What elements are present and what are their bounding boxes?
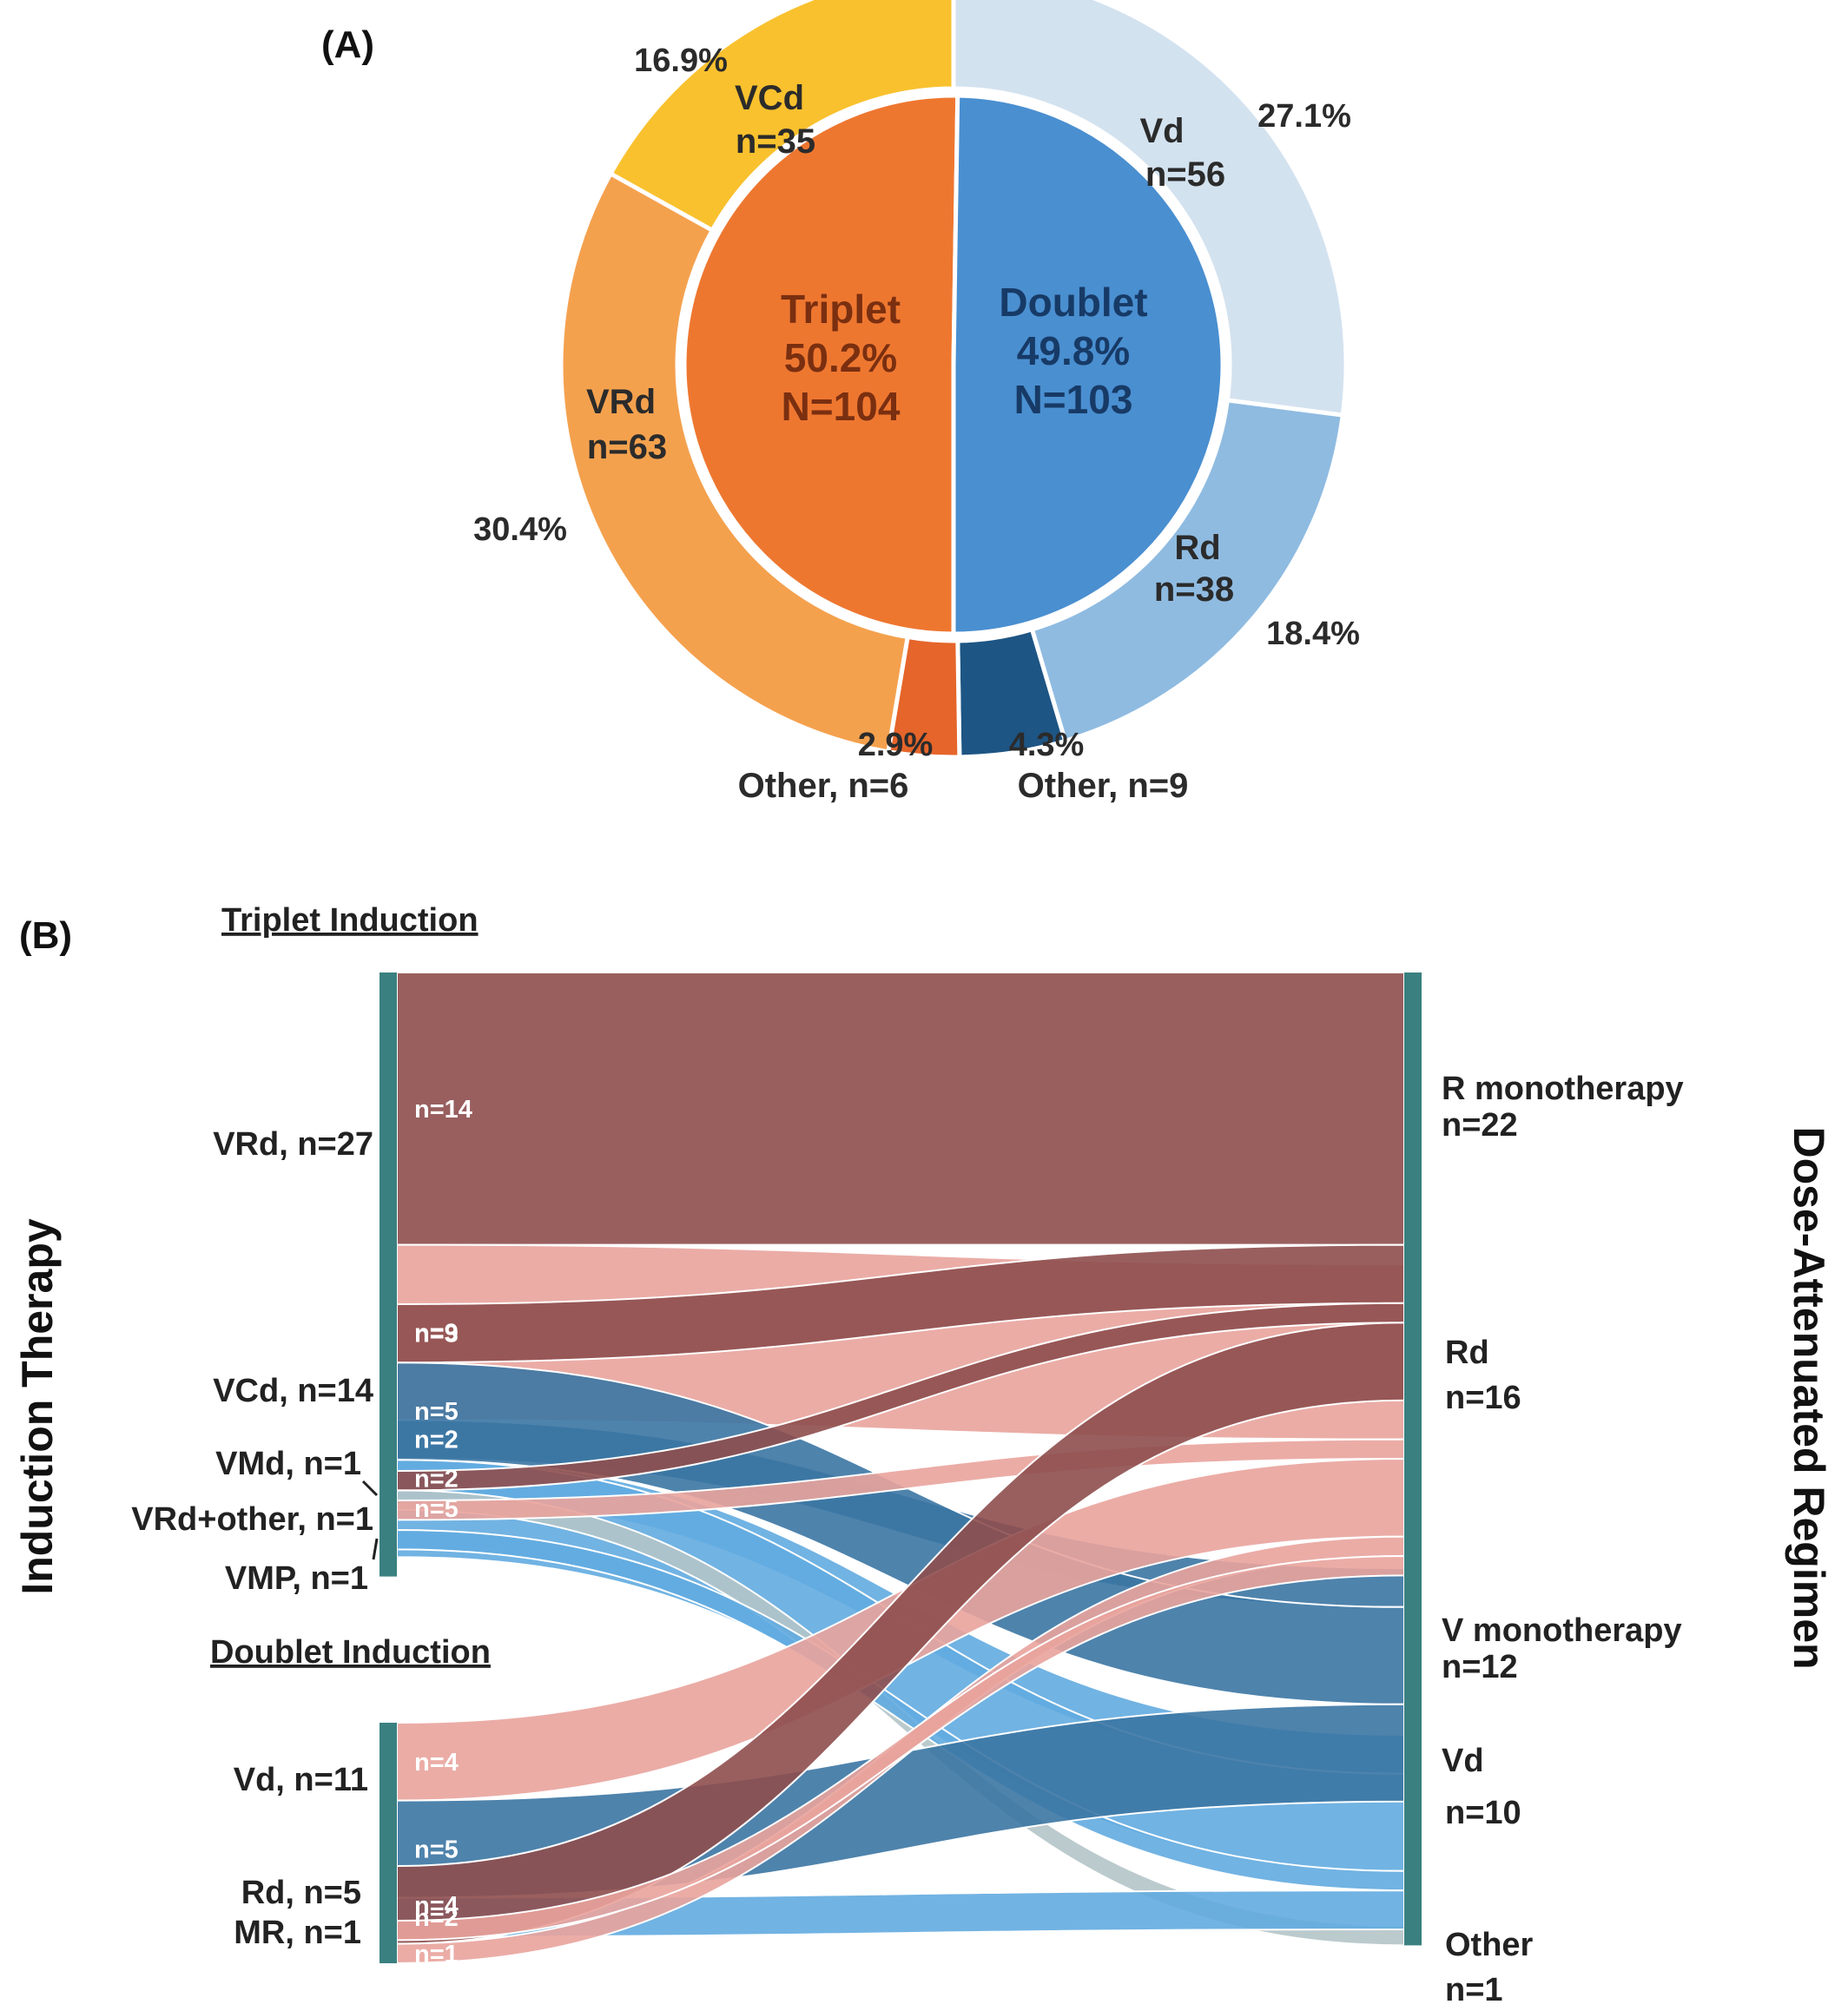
outer-label-vd-0: Vd (1139, 112, 1184, 150)
outer-n-vrd-4: n=63 (587, 428, 667, 466)
target-n-r-monotherapy: n=22 (1442, 1107, 1518, 1144)
target-label-other: Other (1445, 1927, 1534, 1963)
source-label-rd-n-5: Rd, n=5 (241, 1875, 361, 1911)
flow-label-0: n=14 (414, 1096, 472, 1124)
outer-label-vrd-4: VRd (586, 383, 656, 421)
outer-pct-rd-1: 18.4% (1266, 616, 1360, 652)
outer-label-other-n-9-2: Other, n=9 (1018, 767, 1189, 805)
inner-n-triplet: N=104 (782, 384, 901, 429)
outer-slice-vcd-5 (607, 0, 956, 234)
outer-pct-vrd-4: 30.4% (473, 511, 567, 548)
panel-a-label: (A) (321, 23, 374, 66)
inner-pct-doublet: 49.8% (1017, 328, 1130, 373)
target-label-vd: Vd (1442, 1743, 1484, 1779)
inner-n-doublet: N=103 (1014, 377, 1133, 422)
outer-ring (558, 0, 1349, 760)
triplet-header: Triplet Induction (221, 902, 478, 939)
flow-label-13: n=2 (414, 1904, 459, 1932)
outer-slice-vrd-4 (558, 170, 911, 755)
sankey-nodes (380, 973, 1422, 1963)
inner-ring (682, 93, 1225, 636)
source-label-vd-n-11: Vd, n=11 (234, 1762, 368, 1798)
flow-label-11: n=4 (414, 1749, 459, 1777)
target-n-v-monotherapy: n=12 (1442, 1649, 1518, 1685)
target-label-v-monotherapy: V monotherapy (1442, 1612, 1682, 1649)
flow-label-1: n=9 (414, 1319, 459, 1347)
outer-slice-rd-1 (1029, 398, 1346, 744)
target-label-rd: Rd (1445, 1335, 1489, 1371)
flow-label-14: n=4 (414, 1892, 459, 1920)
source-label-vrd-n-27: VRd, n=27 (213, 1126, 373, 1163)
flow-vrd-n-27-to-r-monotherapy (396, 971, 1405, 1246)
flow-label-5: n=5 (414, 1398, 459, 1426)
flow-label-12: n=5 (414, 1836, 459, 1864)
target-n-vd: n=10 (1445, 1795, 1521, 1831)
source-label-mr-n-1: MR, n=1 (234, 1915, 361, 1951)
sankey-labels: n=14n=9n=2n=2n=3n=5n=5n=4n=5n=2n=4n=1VRd… (131, 1071, 1683, 2008)
flow-label-2: n=2 (414, 1427, 459, 1454)
outer-label-other-n-6-3: Other, n=6 (738, 767, 909, 805)
target-node-vd (1404, 1735, 1422, 1929)
flow-label-6: n=5 (414, 1495, 459, 1523)
source-node-rd-n-5 (380, 1866, 397, 1963)
source-node-vrd-other-n-1 (380, 1500, 397, 1520)
inner-label-triplet: Triplet (781, 287, 901, 332)
outer-n-vd-0: n=56 (1145, 155, 1225, 194)
outer-slice-vd-0 (951, 0, 1349, 418)
doublet-header: Doublet Induction (210, 1634, 491, 1671)
source-label-vmp-n-1: VMP, n=1 (225, 1560, 368, 1597)
source-label-vmd-n-1: VMd, n=1 (215, 1446, 361, 1482)
inner-slice-triplet (682, 93, 960, 636)
left-axis-title: Induction Therapy (13, 1218, 62, 1595)
source-node-vmp-n-1 (380, 1530, 397, 1550)
source-node-mr-n-1 (380, 1921, 397, 1941)
outer-n-rd-1: n=38 (1154, 570, 1234, 609)
outer-pct-vcd-5: 16.9% (634, 43, 728, 79)
source-node-vmd-n-1 (380, 1471, 397, 1491)
target-n-rd: n=16 (1445, 1380, 1521, 1416)
inner-label-doublet: Doublet (999, 280, 1147, 325)
outer-label-rd-1: Rd (1174, 529, 1220, 567)
target-node-other (1404, 1926, 1422, 1946)
inner-slice-doublet (951, 93, 1225, 636)
inner-pct-triplet: 50.2% (784, 335, 897, 380)
outer-pct-other-n-6-3: 2.9% (858, 727, 934, 763)
source-label-vrd-other-n-1: VRd+other, n=1 (131, 1501, 373, 1538)
right-axis-title: Dose-Attenuated Regimen (1785, 1126, 1833, 1669)
leader-vmp (372, 1538, 379, 1560)
outer-pct-other-n-9-2: 4.3% (1009, 727, 1085, 763)
flow-label-4: n=3 (414, 1321, 459, 1348)
outer-n-vcd-5: n=35 (736, 122, 815, 161)
sankey-flows (396, 971, 1405, 1965)
flow-label-3: n=2 (414, 1465, 459, 1493)
panel-b-label: (B) (19, 914, 72, 957)
leader-vmd (361, 1480, 379, 1497)
target-node-rd (1404, 1264, 1422, 1576)
sankey-chart: n=14n=9n=2n=2n=3n=5n=5n=4n=5n=2n=4n=1VRd… (131, 971, 1684, 2008)
target-n-other: n=1 (1445, 1972, 1503, 2008)
outer-pct-vd-0: 27.1% (1257, 98, 1351, 135)
target-label-r-monotherapy: R monotherapy (1442, 1071, 1684, 1107)
source-label-vcd-n-14: VCd, n=14 (213, 1373, 373, 1409)
flow-label-15: n=1 (414, 1941, 459, 1968)
outer-label-vcd-5: VCd (735, 79, 804, 117)
